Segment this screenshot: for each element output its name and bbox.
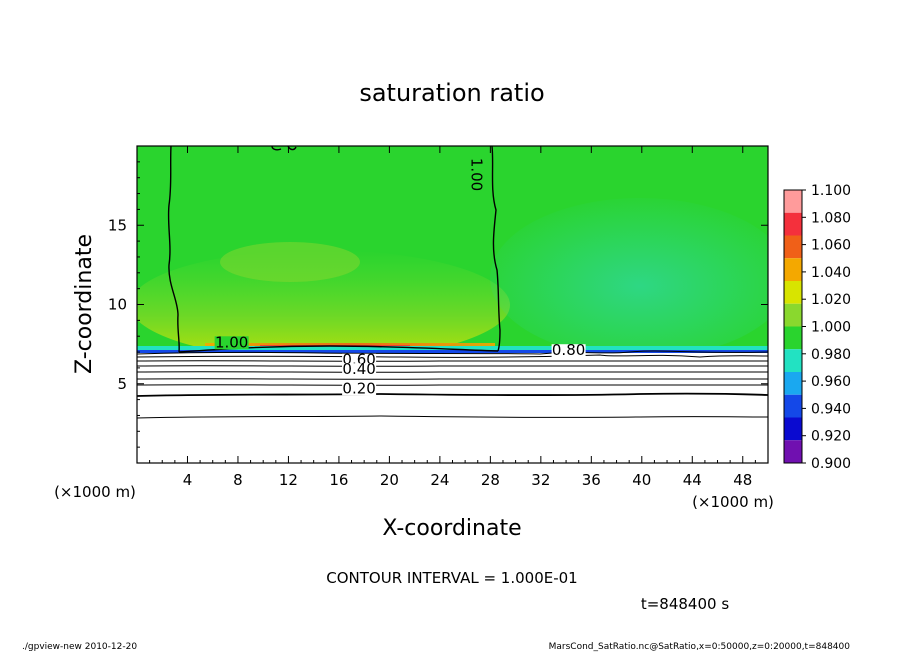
colorbar-label: 0.940: [811, 401, 851, 417]
colorbar-swatch: [784, 394, 802, 418]
contour-lines: [137, 146, 768, 419]
x-tick-label: 32: [531, 471, 550, 489]
contour-1.00-right: [491, 146, 501, 352]
contour-0.60: [137, 365, 768, 367]
z-unit-label: (×1000 m): [54, 483, 136, 501]
subsaturated-patch: [490, 198, 768, 358]
x-tick-label: 4: [183, 471, 193, 489]
contour-1.00-left: [167, 146, 180, 353]
colorbar-label: 1.100: [811, 183, 851, 199]
dry-region: [137, 353, 768, 463]
contour-0.30: [137, 384, 768, 386]
colorbar-swatch: [784, 372, 802, 395]
contour-label: 1.00: [215, 333, 248, 351]
colorbar-swatch: [784, 190, 802, 213]
colorbar: 1.100 1.080 1.060 1.040 1.020 1.000 0.980 0.960…: [783, 183, 851, 472]
contour-label-gap: [214, 336, 249, 350]
colorbar-swatch: [784, 326, 802, 350]
x-tick-label: 44: [683, 471, 702, 489]
colorbar-swatch: [784, 281, 802, 304]
x-tick-label: 20: [380, 471, 399, 489]
contour-0.70: [137, 360, 768, 362]
colorbar-label: 1.080: [811, 210, 851, 226]
contour-label: 1.00: [467, 158, 485, 191]
contour-label: 0.20: [342, 379, 375, 397]
colorbar-label: 1.020: [811, 292, 851, 308]
contour-interval-label: CONTOUR INTERVAL = 1.000E-01: [326, 569, 577, 587]
z-tick-label: 5: [117, 375, 127, 393]
contour-label-gap: [551, 344, 586, 358]
x-tick-label: 24: [430, 471, 449, 489]
colorbar-swatch: [784, 212, 802, 236]
colorbar-swatch: [784, 235, 802, 259]
supersaturated-patch: [137, 250, 510, 360]
contour-label-gap: [468, 157, 485, 192]
contour-0.80: [137, 354, 768, 358]
contour-label-gap: [342, 363, 377, 377]
contour-0.10: [137, 415, 768, 419]
colorbar-label: 0.920: [811, 429, 851, 445]
colorbar-label: 1.000: [811, 320, 851, 336]
x-unit-label: (×1000 m): [692, 493, 774, 511]
colorbar-label: 0.960: [811, 374, 851, 390]
x-tick-label: 48: [733, 471, 752, 489]
transition-band-blue: [137, 350, 768, 353]
footer-left: ./gpview-new 2010-12-20: [22, 642, 138, 652]
colorbar-swatch: [784, 440, 802, 463]
x-tick-label: 16: [329, 471, 348, 489]
contour-0.20: [137, 392, 768, 397]
colorbar-label: 0.980: [811, 347, 851, 363]
colorbar-label: 0.900: [811, 456, 851, 472]
contour-0.50: [137, 371, 768, 373]
footer-right: MarsCond_SatRatio.nc@SatRatio,x=0:50000,…: [548, 642, 850, 652]
contour-0.90: [137, 350, 768, 355]
x-tick-label: 40: [632, 471, 651, 489]
contour-0.40: [137, 378, 768, 380]
z-axis-label: Z-coordinate: [72, 234, 97, 374]
x-tick-label: 36: [582, 471, 601, 489]
chart-title: saturation ratio: [359, 79, 544, 107]
x-axis-label: X-coordinate: [382, 516, 521, 541]
contour-label: 0.40: [342, 360, 375, 378]
colorbar-label: 1.040: [811, 265, 851, 281]
contour-label-gap: [342, 382, 377, 396]
x-tick-label: 12: [279, 471, 298, 489]
colorbar-label: 1.060: [811, 238, 851, 254]
colorbar-swatch: [784, 258, 802, 281]
contour-label: 0.80: [552, 341, 585, 359]
x-tick-label: 8: [233, 471, 243, 489]
z-tick-label: 10: [108, 296, 127, 314]
supersaturated-patch-upper: [220, 242, 360, 282]
colorbar-swatch: [784, 349, 802, 372]
colorbar-swatch: [784, 303, 802, 327]
time-label: t=848400 s: [641, 595, 729, 613]
colorbar-swatch: [784, 417, 802, 441]
contour-1.00-base: [178, 345, 499, 353]
x-tick-label: 28: [481, 471, 500, 489]
plot-area: 1.001.00 0.800.600.400.20: [137, 146, 768, 463]
z-tick-label: 15: [108, 216, 127, 234]
